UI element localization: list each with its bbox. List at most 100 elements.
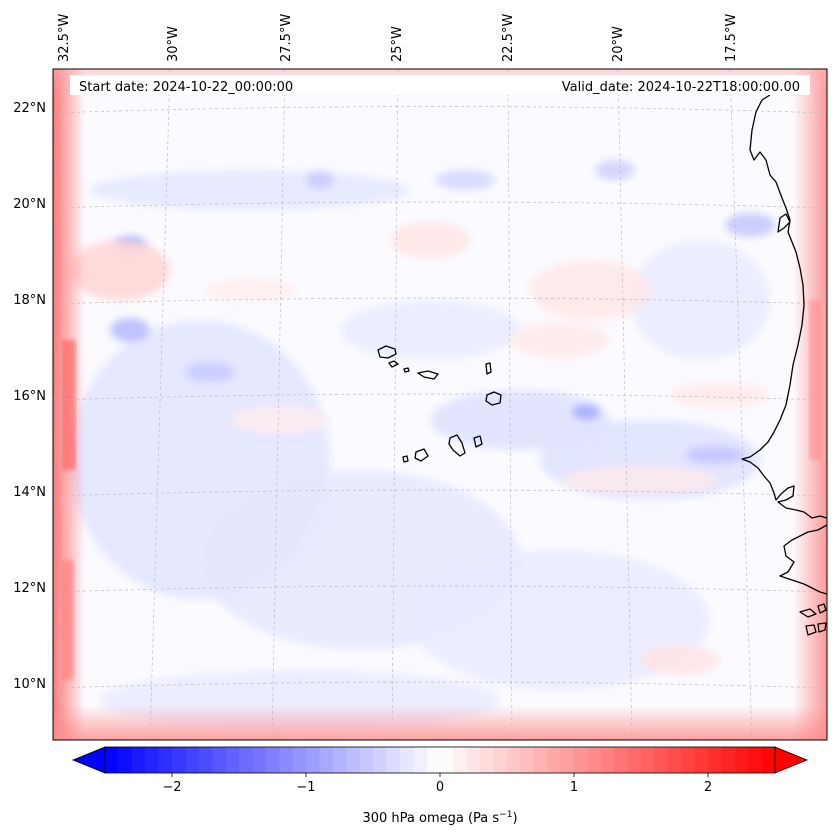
cape-verde-brava <box>402 455 409 463</box>
cape-verde-fogo <box>414 448 429 462</box>
colorbar-band <box>118 747 133 773</box>
colorbar-band <box>641 747 655 773</box>
colorbar-band <box>708 747 722 773</box>
dakar-peninsula <box>777 213 791 233</box>
meridian-25W <box>391 69 399 740</box>
colorbar-tick-label: −1 <box>296 780 315 795</box>
lat-label-10N: 10°N <box>13 677 46 692</box>
colorbar-bands <box>105 747 776 773</box>
parallel-22N <box>53 106 827 114</box>
lat-label-20N: 20°N <box>13 197 46 212</box>
colorbar-band <box>507 747 521 773</box>
start-date-label: Start date: 2024-10-22_00:00:00 <box>79 80 293 95</box>
lat-label-16N: 16°N <box>13 389 46 404</box>
colorbar-band <box>386 747 401 773</box>
colorbar-tick-label: 2 <box>704 780 712 795</box>
colorbar-extend-min <box>71 746 106 774</box>
colorbar-band <box>667 747 682 773</box>
longitude-labels: 32.5°W 30°W 27.5°W 25°W 22.5°W 20°W 17.5… <box>57 14 739 62</box>
meridian-30W <box>149 69 171 740</box>
colorbar-ticks: −2 −1 0 1 2 <box>162 773 712 795</box>
valid-date-label: Valid_date: 2024-10-22T18:00:00.00 <box>562 80 800 95</box>
africa-coastline <box>741 94 827 519</box>
meridian-20W <box>617 69 633 740</box>
colorbar-band <box>158 747 173 773</box>
colorbar-band <box>627 747 642 773</box>
colorbar-band <box>547 747 562 773</box>
cape-verde-santa-luzia <box>403 367 410 373</box>
cape-verde-santiago <box>448 434 466 457</box>
colorbar-band <box>225 747 240 773</box>
coastlines <box>377 94 827 636</box>
colorbar-band <box>319 747 334 773</box>
colorbar-band <box>466 747 481 773</box>
colorbar-band <box>145 747 160 773</box>
colorbar-band <box>399 747 414 773</box>
lon-label-25W: 25°W <box>390 26 405 62</box>
parallel-16N <box>53 393 827 401</box>
meridian-22-5W <box>507 69 513 740</box>
colorbar-band <box>198 747 213 773</box>
colorbar-band <box>212 747 227 773</box>
colorbar-tick-label: −2 <box>162 780 181 795</box>
colorbar-band <box>413 747 428 773</box>
colorbar-band <box>654 747 669 773</box>
parallel-18N <box>53 297 827 305</box>
parallel-20N <box>53 201 827 209</box>
parallel-12N <box>53 585 827 593</box>
cape-verde-sal <box>485 362 492 375</box>
colorbar-band <box>748 747 763 773</box>
colorbar-band <box>373 747 387 773</box>
cape-verde-sao-nicolau <box>417 370 439 380</box>
colorbar-band <box>694 747 709 773</box>
cape-verde-maio <box>473 435 483 448</box>
colorbar-band <box>721 747 736 773</box>
map-frame <box>52 68 828 741</box>
date-label-background <box>70 75 810 95</box>
parallel-10N <box>53 681 827 689</box>
africa-coastline-south <box>779 524 827 595</box>
colorbar-band <box>426 747 441 773</box>
latitude-labels: 22°N 20°N 18°N 16°N 14°N 12°N 10°N <box>13 101 46 692</box>
lon-label-32-5W: 32.5°W <box>57 14 72 62</box>
colorbar-band <box>172 747 186 773</box>
meridian-17-5W <box>729 69 753 740</box>
omega-field <box>53 69 827 740</box>
colorbar-band <box>306 747 320 773</box>
colorbar-band <box>520 747 535 773</box>
colorbar-band <box>480 747 495 773</box>
lat-label-12N: 12°N <box>13 581 46 596</box>
graticule <box>53 69 827 740</box>
map-panel: Start date: 2024-10-22_00:00:00 Valid_da… <box>52 68 828 741</box>
cape-verde-sao-vicente <box>388 360 399 368</box>
colorbar-band <box>239 747 253 773</box>
colorbar-band <box>761 747 776 773</box>
colorbar-band <box>574 747 588 773</box>
colorbar-band <box>265 747 280 773</box>
meridian-27-5W <box>271 69 286 740</box>
colorbar-label: 300 hPa omega (Pa s−1) <box>362 810 517 826</box>
colorbar-tick-label: 0 <box>436 780 444 795</box>
colorbar-extend-max <box>774 746 809 774</box>
colorbar-band <box>600 747 615 773</box>
lon-label-20W: 20°W <box>611 26 626 62</box>
colorbar-band <box>279 747 294 773</box>
lon-label-17-5W: 17.5°W <box>724 14 739 62</box>
lat-label-22N: 22°N <box>13 101 46 116</box>
colorbar-band <box>346 747 361 773</box>
colorbar-band <box>453 747 468 773</box>
colorbar-band <box>681 747 696 773</box>
colorbar-band <box>614 747 629 773</box>
lon-label-27-5W: 27.5°W <box>279 14 294 62</box>
meridian-32-5W <box>57 69 64 740</box>
cape-verde-boa-vista <box>485 391 502 406</box>
colorbar-band <box>332 747 347 773</box>
colorbar-band <box>105 747 119 773</box>
lon-label-30W: 30°W <box>166 26 181 62</box>
colorbar-band <box>493 747 508 773</box>
colorbar-band <box>734 747 749 773</box>
colorbar: −2 −1 0 1 2 300 hPa omega (Pa s−1) <box>71 746 809 826</box>
colorbar-band <box>292 747 307 773</box>
cape-verde-santo-antao <box>377 345 397 359</box>
